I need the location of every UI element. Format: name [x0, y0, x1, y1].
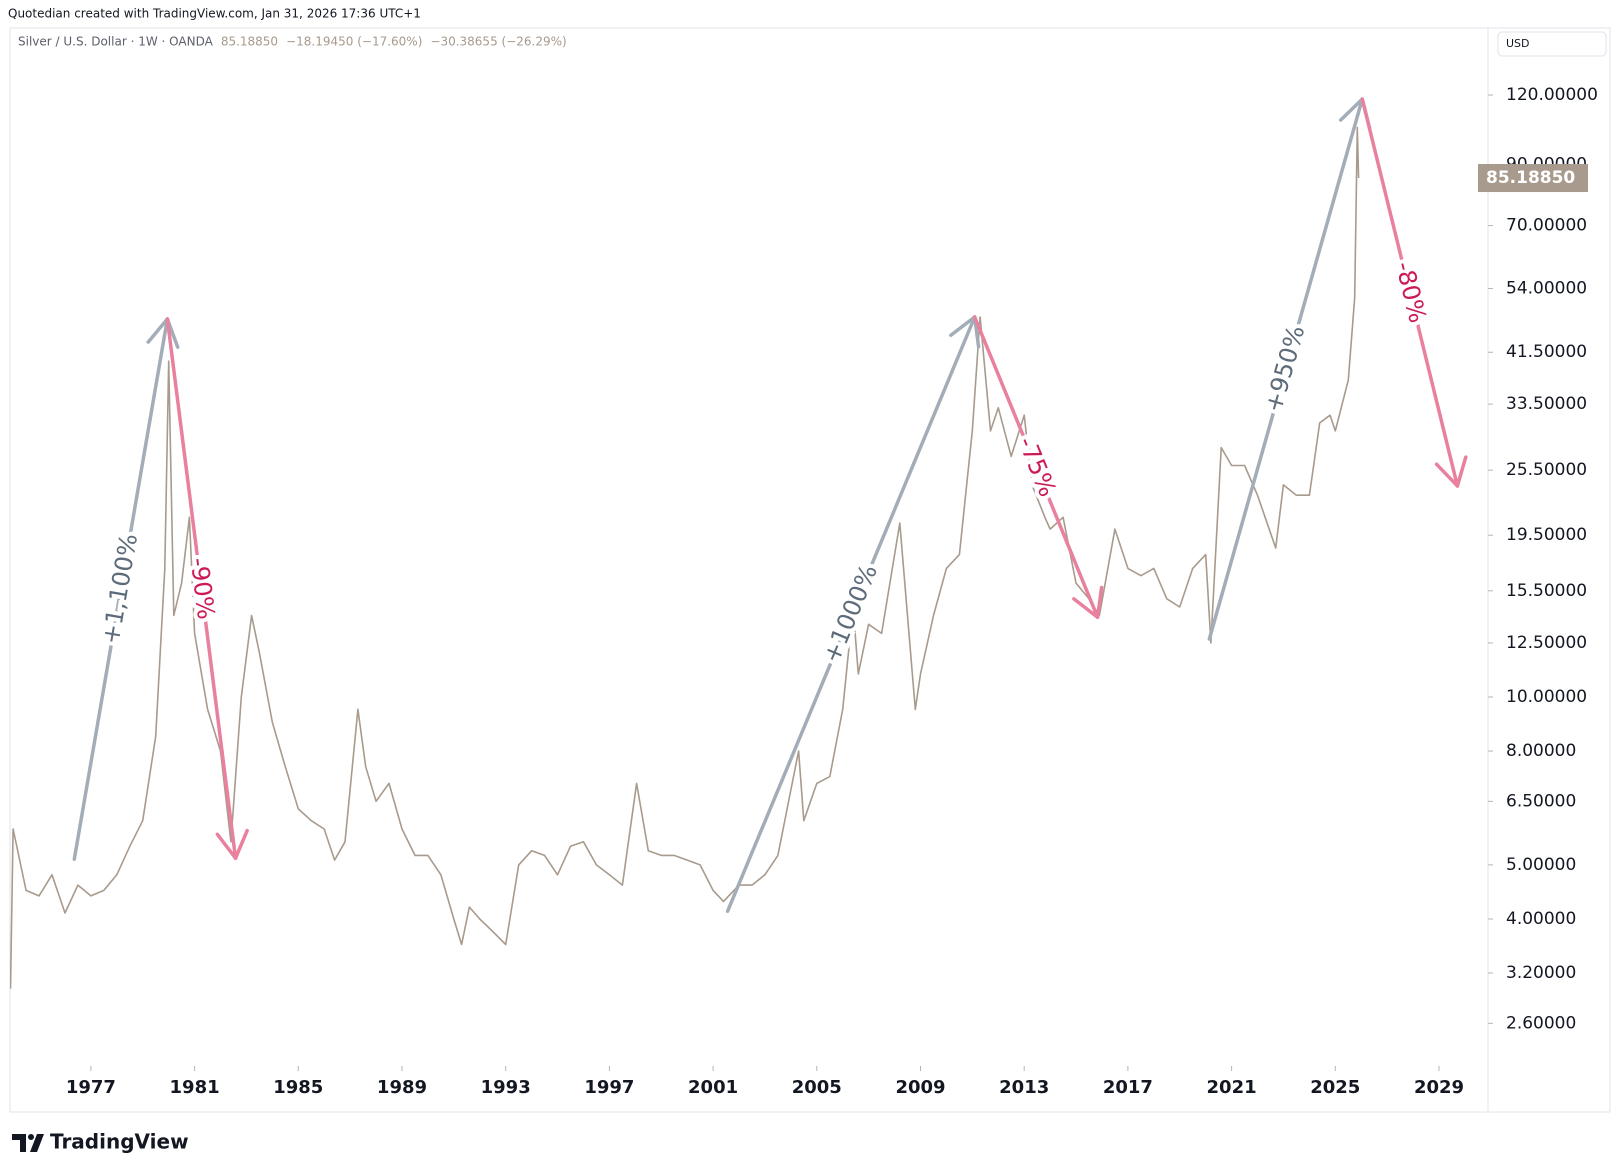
- x-tick-label: 2009: [895, 1077, 945, 1098]
- x-tick-label: 1977: [66, 1077, 116, 1098]
- annotation-label: -90%: [185, 556, 221, 621]
- annotation-arrow: [72, 317, 170, 861]
- y-tick-label: 41.50000: [1506, 342, 1587, 362]
- arrow-head: [949, 315, 977, 337]
- y-tick-label: 70.00000: [1506, 216, 1587, 236]
- change-1: −18.19450 (−17.60%): [286, 35, 422, 49]
- y-tick-label: 19.50000: [1506, 525, 1587, 545]
- price-line: [10, 126, 1360, 989]
- annotation: +1,100%: [72, 317, 180, 861]
- x-tick-label: 1985: [273, 1077, 323, 1098]
- arrow-head: [1338, 97, 1365, 122]
- last-price-label: 85.18850: [1486, 168, 1575, 188]
- y-tick-label: 25.50000: [1506, 460, 1587, 480]
- annotation-arrow: [1207, 97, 1365, 641]
- annotation: -75%: [972, 315, 1104, 619]
- annotation-label: +1000%: [817, 560, 883, 667]
- y-tick-label: 2.60000: [1506, 1013, 1576, 1033]
- annotation-arrow: [972, 315, 1100, 619]
- x-tick-label: 2013: [999, 1077, 1049, 1098]
- arrow-head: [215, 832, 238, 860]
- x-tick-label: 2025: [1310, 1077, 1360, 1098]
- annotation-label: -80%: [1390, 259, 1432, 326]
- arrow-head: [1434, 462, 1460, 488]
- annotation-arrow: [165, 317, 238, 860]
- y-tick-label: 15.50000: [1506, 581, 1587, 601]
- annotation-arrow: [725, 315, 977, 913]
- y-tick-label: 33.50000: [1506, 394, 1587, 414]
- arrow-head: [233, 828, 249, 860]
- y-tick-label: 12.50000: [1506, 633, 1587, 653]
- x-tick-label: 1989: [377, 1077, 427, 1098]
- x-tick-label: 1993: [481, 1077, 531, 1098]
- arrow-head: [1455, 455, 1468, 488]
- currency-box[interactable]: [1497, 31, 1607, 57]
- annotation-arrow: [1360, 97, 1460, 488]
- y-tick-label: 54.00000: [1506, 278, 1587, 298]
- arrow-head: [146, 317, 170, 344]
- y-tick-label: 120.00000: [1506, 85, 1598, 105]
- brand-logo: [12, 1134, 44, 1152]
- symbol: Silver / U.S. Dollar · 1W · OANDA: [18, 35, 214, 49]
- last-price-box: [1478, 164, 1588, 193]
- annotation: +1000%: [725, 315, 981, 913]
- annotation-label: +950%: [1259, 322, 1310, 415]
- currency[interactable]: USD: [1506, 37, 1530, 50]
- chart-frame: [9, 27, 1611, 1113]
- x-tick-label: 2017: [1103, 1077, 1153, 1098]
- annotation: +950%: [1207, 97, 1372, 641]
- x-tick-label: 2001: [688, 1077, 738, 1098]
- y-tick-label: 6.50000: [1506, 791, 1576, 811]
- x-tick-label: 2029: [1414, 1077, 1464, 1098]
- x-tick-label: 2005: [792, 1077, 842, 1098]
- brand: TradingView: [50, 1130, 189, 1154]
- header-price: 85.18850: [221, 35, 278, 49]
- change-2: −30.38655 (−26.29%): [430, 35, 566, 49]
- y-tick-label: 10.00000: [1506, 687, 1587, 707]
- x-tick-label: 1997: [584, 1077, 634, 1098]
- page-header: Quotedian created with TradingView.com, …: [8, 7, 421, 21]
- arrow-head: [1095, 585, 1104, 619]
- y-tick-label: 3.20000: [1506, 963, 1576, 983]
- annotation: -80%: [1360, 97, 1468, 488]
- x-tick-label: 2021: [1207, 1077, 1257, 1098]
- y-tick-label: 8.00000: [1506, 741, 1576, 761]
- arrow-head: [1072, 597, 1100, 619]
- annotation-label: +1,100%: [97, 532, 144, 647]
- y-tick-label: 4.00000: [1506, 909, 1576, 929]
- x-tick-label: 1981: [170, 1077, 220, 1098]
- annotation-label: -75%: [1012, 433, 1061, 501]
- y-tick-label: 5.00000: [1506, 855, 1576, 875]
